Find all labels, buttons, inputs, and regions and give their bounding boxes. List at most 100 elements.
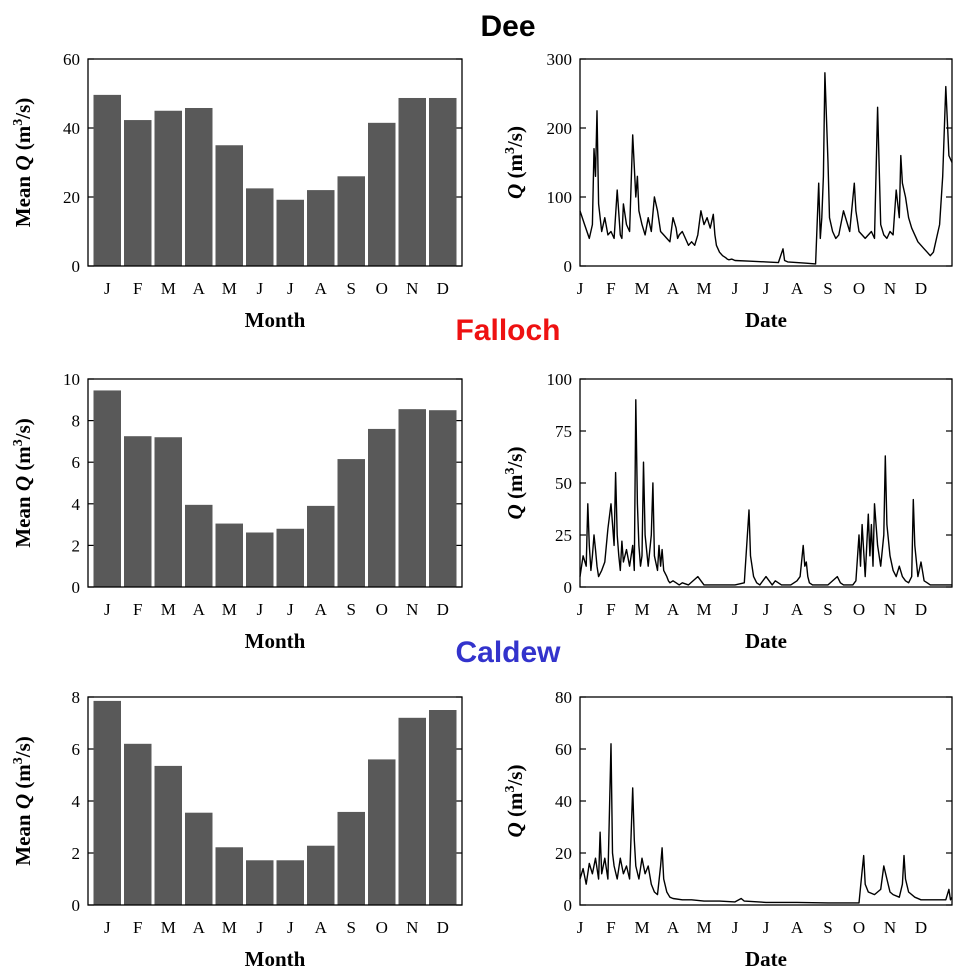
- x-tick-label: S: [823, 600, 832, 619]
- bar-J: [246, 860, 274, 905]
- x-tick-label: S: [347, 918, 356, 937]
- x-tick-label: D: [437, 918, 449, 937]
- x-tick-label: O: [376, 918, 388, 937]
- y-tick-label: 0: [564, 896, 573, 915]
- y-tick-label: 0: [564, 578, 573, 597]
- y-tick-label: 80: [555, 688, 572, 707]
- bar-N: [398, 409, 426, 587]
- y-tick-label: 300: [547, 50, 573, 69]
- x-tick-label: J: [732, 918, 739, 937]
- x-tick-label: D: [437, 600, 449, 619]
- x-tick-label: J: [763, 918, 770, 937]
- bar-M: [154, 765, 182, 905]
- y-axis-label: Q (m3/s): [503, 765, 527, 838]
- x-tick-label: J: [287, 918, 294, 937]
- x-tick-label: O: [853, 279, 865, 298]
- x-tick-label: J: [256, 600, 263, 619]
- bar-N: [398, 717, 426, 905]
- x-tick-label: N: [406, 600, 418, 619]
- y-tick-label: 6: [72, 740, 81, 759]
- y-axis-label: Q (m3/s): [503, 126, 527, 199]
- bar-S: [337, 176, 365, 266]
- x-tick-label: S: [823, 279, 832, 298]
- bar-M: [215, 145, 243, 266]
- x-tick-label: J: [104, 918, 111, 937]
- bar-F: [124, 436, 152, 587]
- x-tick-label: M: [161, 279, 176, 298]
- y-tick-label: 100: [547, 188, 573, 207]
- x-tick-label: F: [606, 918, 615, 937]
- bar-D: [429, 710, 457, 905]
- x-tick-label: S: [823, 918, 832, 937]
- bar-A: [185, 504, 213, 587]
- bar-M: [215, 523, 243, 587]
- y-tick-label: 50: [555, 474, 572, 493]
- x-tick-label: S: [347, 600, 356, 619]
- x-tick-label: O: [853, 918, 865, 937]
- y-tick-label: 4: [72, 495, 81, 514]
- y-tick-label: 100: [547, 370, 573, 389]
- x-tick-label: N: [884, 600, 896, 619]
- flow-series-line: [579, 72, 953, 265]
- x-tick-label: J: [256, 279, 263, 298]
- y-tick-label: 2: [72, 844, 81, 863]
- x-tick-label: A: [667, 918, 680, 937]
- bar-M: [154, 437, 182, 587]
- x-tick-label: A: [791, 600, 804, 619]
- x-tick-label: J: [104, 279, 111, 298]
- x-tick-label: N: [884, 918, 896, 937]
- x-tick-label: M: [222, 918, 237, 937]
- x-tick-label: S: [347, 279, 356, 298]
- x-tick-label: J: [732, 279, 739, 298]
- x-tick-label: J: [577, 600, 584, 619]
- bar-J: [276, 199, 304, 266]
- plot-frame: [87, 378, 463, 588]
- y-tick-label: 20: [555, 844, 572, 863]
- bar-D: [429, 97, 457, 266]
- y-tick-label: 10: [63, 370, 80, 389]
- x-tick-label: D: [915, 279, 927, 298]
- x-tick-label: M: [634, 918, 649, 937]
- bar-J: [276, 528, 304, 587]
- x-tick-label: A: [193, 918, 206, 937]
- y-tick-label: 25: [555, 526, 572, 545]
- x-tick-label: M: [696, 600, 711, 619]
- x-tick-label: J: [256, 918, 263, 937]
- x-tick-label: F: [606, 279, 615, 298]
- x-tick-label: A: [667, 279, 680, 298]
- bar-S: [337, 459, 365, 587]
- x-tick-label: M: [222, 600, 237, 619]
- bar-D: [429, 410, 457, 587]
- x-tick-label: J: [287, 279, 294, 298]
- x-tick-label: A: [315, 600, 328, 619]
- bar-O: [368, 428, 396, 587]
- x-axis-label: Date: [745, 947, 787, 970]
- y-tick-label: 2: [72, 536, 81, 555]
- y-axis-label: Q (m3/s): [503, 447, 527, 520]
- x-tick-label: M: [634, 279, 649, 298]
- bar-J: [246, 532, 274, 587]
- bar-N: [398, 97, 426, 266]
- y-axis-label: Mean Q (m3/s): [11, 98, 35, 228]
- bar-S: [337, 811, 365, 905]
- title-falloch: Falloch: [455, 314, 560, 347]
- bar-J: [276, 860, 304, 905]
- x-tick-label: J: [732, 600, 739, 619]
- x-tick-label: D: [915, 918, 927, 937]
- bar-J: [246, 188, 274, 266]
- plot-frame: [579, 378, 953, 588]
- x-tick-label: M: [696, 279, 711, 298]
- flow-series-line: [579, 399, 952, 586]
- flow-series-line: [579, 743, 953, 904]
- y-tick-label: 75: [555, 422, 572, 441]
- x-tick-label: F: [133, 600, 142, 619]
- x-tick-label: J: [104, 600, 111, 619]
- x-tick-label: N: [406, 279, 418, 298]
- bar-J: [93, 390, 121, 587]
- x-tick-label: M: [161, 918, 176, 937]
- x-tick-label: A: [791, 279, 804, 298]
- plot-frame: [579, 696, 953, 906]
- y-tick-label: 60: [555, 740, 572, 759]
